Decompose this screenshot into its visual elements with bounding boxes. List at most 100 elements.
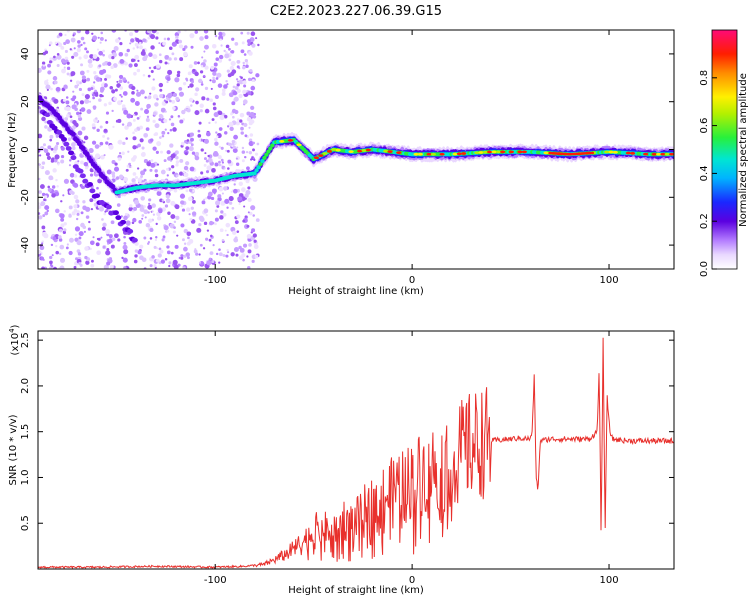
noise-speckle xyxy=(38,215,43,220)
noise-speckle xyxy=(140,107,144,111)
noise-speckle xyxy=(166,80,169,84)
noise-speckle xyxy=(78,231,84,237)
noise-speckle xyxy=(77,83,80,87)
noise-speckle xyxy=(127,121,133,127)
noise-speckle xyxy=(123,215,128,221)
noise-speckle xyxy=(153,66,157,70)
noise-speckle xyxy=(105,229,111,235)
lower-branch-blob xyxy=(127,228,134,234)
noise-speckle xyxy=(96,186,99,190)
noise-speckle xyxy=(250,31,256,36)
noise-speckle xyxy=(194,71,199,77)
noise-speckle xyxy=(150,159,154,162)
noise-speckle xyxy=(53,146,58,151)
noise-speckle xyxy=(166,150,171,155)
noise-speckle xyxy=(138,41,142,45)
noise-speckle xyxy=(62,60,66,64)
noise-speckle xyxy=(203,221,208,226)
noise-speckle xyxy=(150,45,155,50)
noise-speckle xyxy=(214,162,219,167)
noise-speckle xyxy=(199,36,204,41)
noise-speckle xyxy=(38,249,42,255)
noise-speckle xyxy=(75,80,80,85)
noise-speckle xyxy=(190,206,194,210)
noise-speckle xyxy=(114,162,118,166)
noise-speckle xyxy=(153,245,157,249)
noise-speckle xyxy=(238,181,243,186)
noise-speckle xyxy=(203,74,206,78)
noise-speckle xyxy=(186,256,190,260)
noise-speckle xyxy=(156,258,160,263)
noise-speckle xyxy=(205,170,210,174)
noise-speckle xyxy=(102,53,105,57)
noise-speckle xyxy=(49,260,53,265)
noise-speckle xyxy=(155,236,158,239)
noise-speckle xyxy=(100,236,103,239)
noise-speckle xyxy=(122,77,126,81)
noise-speckle xyxy=(124,125,129,130)
noise-speckle xyxy=(141,217,144,220)
lower-branch-blob xyxy=(56,130,63,135)
colorbar-tick-label: 0.8 xyxy=(699,70,710,86)
noise-speckle xyxy=(152,54,158,60)
noise-speckle xyxy=(227,159,232,164)
noise-speckle xyxy=(196,227,202,233)
noise-speckle xyxy=(119,59,125,64)
noise-speckle xyxy=(246,224,250,228)
noise-speckle xyxy=(62,98,66,102)
noise-speckle xyxy=(59,265,65,269)
ridge-hotspot xyxy=(474,151,480,155)
noise-speckle xyxy=(152,119,156,124)
noise-speckle xyxy=(122,104,126,108)
noise-speckle xyxy=(246,255,249,258)
noise-speckle xyxy=(70,37,76,43)
noise-speckle xyxy=(170,200,176,206)
noise-speckle xyxy=(194,155,200,161)
noise-speckle xyxy=(91,140,97,145)
colorbar-tick-label: 0.2 xyxy=(699,213,710,229)
noise-speckle xyxy=(244,134,248,138)
noise-speckle xyxy=(180,223,185,228)
noise-speckle xyxy=(192,189,195,193)
noise-speckle xyxy=(108,144,114,150)
noise-speckle xyxy=(49,99,53,102)
noise-speckle xyxy=(149,227,154,233)
noise-speckle xyxy=(147,204,153,210)
noise-speckle xyxy=(90,86,94,90)
noise-speckle xyxy=(206,260,212,266)
noise-speckle xyxy=(180,204,183,208)
noise-speckle xyxy=(240,31,244,35)
noise-speckle xyxy=(219,115,225,121)
noise-speckle xyxy=(60,223,65,228)
noise-speckle xyxy=(251,78,255,82)
noise-speckle xyxy=(228,121,234,127)
noise-speckle xyxy=(130,97,136,103)
noise-speckle xyxy=(78,56,82,60)
ridge-hotspot xyxy=(608,150,614,154)
noise-speckle xyxy=(41,266,45,269)
noise-speckle xyxy=(39,154,42,157)
noise-speckle xyxy=(207,157,213,163)
noise-speckle xyxy=(166,250,171,255)
noise-speckle xyxy=(170,251,174,255)
noise-speckle xyxy=(253,244,259,250)
noise-speckle xyxy=(247,77,252,82)
noise-speckle xyxy=(47,70,52,75)
noise-speckle xyxy=(103,128,108,133)
ridge-hotspot xyxy=(335,148,341,152)
ridge-outer xyxy=(110,183,116,190)
noise-speckle xyxy=(211,167,216,173)
noise-speckle xyxy=(178,91,185,97)
noise-speckle xyxy=(147,241,151,244)
noise-speckle xyxy=(154,102,159,107)
noise-speckle xyxy=(102,245,106,249)
noise-speckle xyxy=(216,72,222,78)
noise-speckle xyxy=(244,215,248,218)
noise-speckle xyxy=(225,51,228,54)
lower-branch-blob xyxy=(120,219,127,225)
ridge-hotspot xyxy=(643,152,649,156)
noise-speckle xyxy=(42,51,47,56)
noise-speckle xyxy=(242,258,245,262)
noise-speckle xyxy=(137,250,142,255)
noise-speckle xyxy=(149,237,153,240)
